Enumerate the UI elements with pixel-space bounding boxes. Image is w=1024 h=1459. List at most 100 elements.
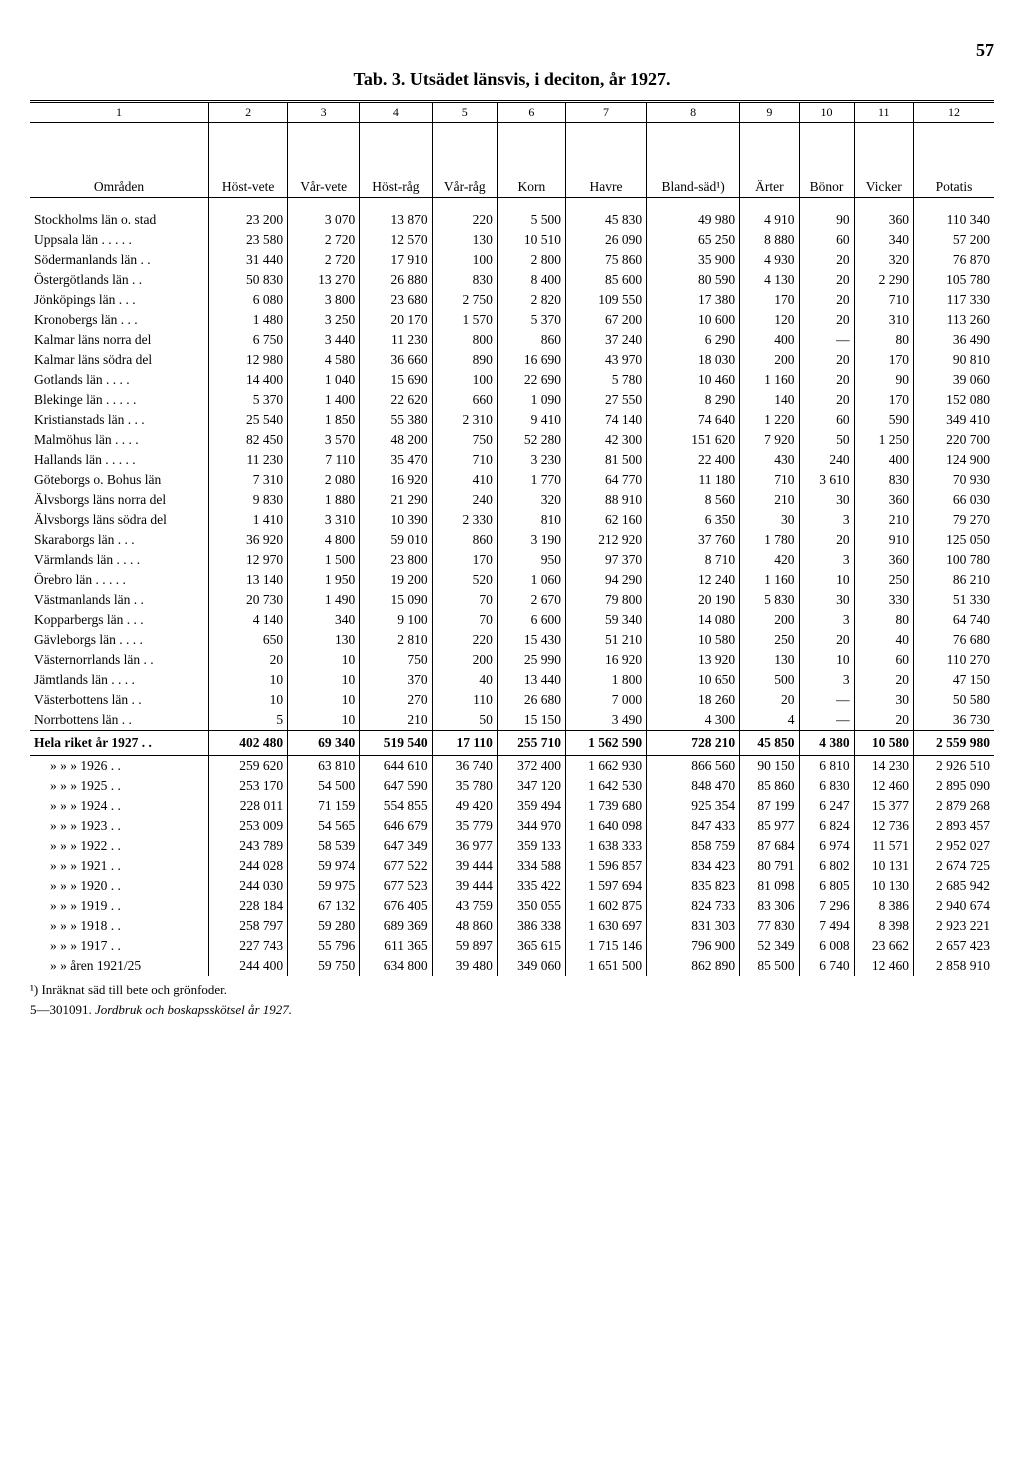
cell: 31 440 <box>209 250 288 270</box>
cell: 2 750 <box>432 290 497 310</box>
cell: 8 290 <box>647 390 740 410</box>
cell: 270 <box>360 690 432 710</box>
row-label: Värmlands län . . . . <box>30 550 209 570</box>
cell: 6 974 <box>799 836 854 856</box>
cell: 77 830 <box>740 916 799 936</box>
table-row: Gävleborgs län . . . .6501302 81022015 4… <box>30 630 994 650</box>
col-num: 1 <box>30 102 209 123</box>
cell: 67 132 <box>288 896 360 916</box>
cell: 365 615 <box>497 936 565 956</box>
cell: 835 823 <box>647 876 740 896</box>
cell: 1 770 <box>497 470 565 490</box>
cell: 1 596 857 <box>565 856 646 876</box>
cell: 83 306 <box>740 896 799 916</box>
cell: 70 <box>432 590 497 610</box>
cell: 6 830 <box>799 776 854 796</box>
cell: 334 588 <box>497 856 565 876</box>
cell: 240 <box>799 450 854 470</box>
cell: 15 430 <box>497 630 565 650</box>
cell: 81 500 <box>565 450 646 470</box>
col-num: 2 <box>209 102 288 123</box>
row-label: Örebro län . . . . . <box>30 570 209 590</box>
cell: 26 090 <box>565 230 646 250</box>
cell: 2 926 510 <box>913 756 994 777</box>
table-row: » » » 1919 . .228 18467 132676 40543 759… <box>30 896 994 916</box>
table-row: Malmöhus län . . . .82 4503 57048 200750… <box>30 430 994 450</box>
col-header: Ärter <box>740 123 799 198</box>
cell: 710 <box>740 470 799 490</box>
cell: 6 810 <box>799 756 854 777</box>
cell: 40 <box>854 630 913 650</box>
cell: 90 <box>854 370 913 390</box>
cell: 2 290 <box>854 270 913 290</box>
cell: 10 <box>288 690 360 710</box>
cell: 10 580 <box>854 731 913 756</box>
table-row: Örebro län . . . . .13 1401 95019 200520… <box>30 570 994 590</box>
cell: 519 540 <box>360 731 432 756</box>
cell: 36 740 <box>432 756 497 777</box>
cell: 88 910 <box>565 490 646 510</box>
cell: 97 370 <box>565 550 646 570</box>
col-num: 4 <box>360 102 432 123</box>
table-row: Norrbottens län . .5102105015 1503 4904 … <box>30 710 994 731</box>
cell: 10 460 <box>647 370 740 390</box>
cell: 847 433 <box>647 816 740 836</box>
table-row: Kristianstads län . . .25 5401 85055 380… <box>30 410 994 430</box>
table-row: » » » 1926 . .259 62063 810644 61036 740… <box>30 756 994 777</box>
row-label: » » » 1922 . . <box>30 836 209 856</box>
cell: 2 080 <box>288 470 360 490</box>
cell: 94 290 <box>565 570 646 590</box>
cell: 20 <box>740 690 799 710</box>
cell: 1 662 930 <box>565 756 646 777</box>
cell: 17 910 <box>360 250 432 270</box>
cell: 7 296 <box>799 896 854 916</box>
cell: 130 <box>740 650 799 670</box>
cell: 4 910 <box>740 210 799 230</box>
cell: 676 405 <box>360 896 432 916</box>
cell: 10 600 <box>647 310 740 330</box>
cell: 1 410 <box>209 510 288 530</box>
cell: 87 684 <box>740 836 799 856</box>
table-row: Västerbottens län . .101027011026 6807 0… <box>30 690 994 710</box>
cell: 2 670 <box>497 590 565 610</box>
cell: 4 800 <box>288 530 360 550</box>
cell: 2 940 674 <box>913 896 994 916</box>
cell: 6 290 <box>647 330 740 350</box>
cell: 1 220 <box>740 410 799 430</box>
cell: 830 <box>432 270 497 290</box>
cell: 227 743 <box>209 936 288 956</box>
cell: 834 423 <box>647 856 740 876</box>
cell: 240 <box>432 490 497 510</box>
cell: 52 349 <box>740 936 799 956</box>
cell: 8 560 <box>647 490 740 510</box>
cell: 39 060 <box>913 370 994 390</box>
cell: 3 <box>799 550 854 570</box>
cell: 22 620 <box>360 390 432 410</box>
cell: 152 080 <box>913 390 994 410</box>
cell: 347 120 <box>497 776 565 796</box>
data-table: 123456789101112 OmrådenHöst-veteVår-vete… <box>30 100 994 976</box>
table-row: Kalmar läns södra del12 9804 58036 66089… <box>30 350 994 370</box>
row-label: Blekinge län . . . . . <box>30 390 209 410</box>
cell: 6 350 <box>647 510 740 530</box>
col-header: Vår-vete <box>288 123 360 198</box>
cell: 23 580 <box>209 230 288 250</box>
cell: 50 580 <box>913 690 994 710</box>
col-header: Korn <box>497 123 565 198</box>
cell: 13 270 <box>288 270 360 290</box>
cell: 105 780 <box>913 270 994 290</box>
cell: 2 720 <box>288 250 360 270</box>
cell: 5 780 <box>565 370 646 390</box>
footnote: ¹) Inräknat säd till bete och grönfoder. <box>30 982 994 998</box>
cell: 360 <box>854 210 913 230</box>
cell: 70 930 <box>913 470 994 490</box>
table-row: Stockholms län o. stad23 2003 07013 8702… <box>30 210 994 230</box>
cell: — <box>799 690 854 710</box>
cell: 4 140 <box>209 610 288 630</box>
cell: 2 895 090 <box>913 776 994 796</box>
cell: 113 260 <box>913 310 994 330</box>
table-row: Älvsborgs läns norra del9 8301 88021 290… <box>30 490 994 510</box>
cell: 200 <box>740 350 799 370</box>
row-label: Älvsborgs läns södra del <box>30 510 209 530</box>
cell: 1 780 <box>740 530 799 550</box>
